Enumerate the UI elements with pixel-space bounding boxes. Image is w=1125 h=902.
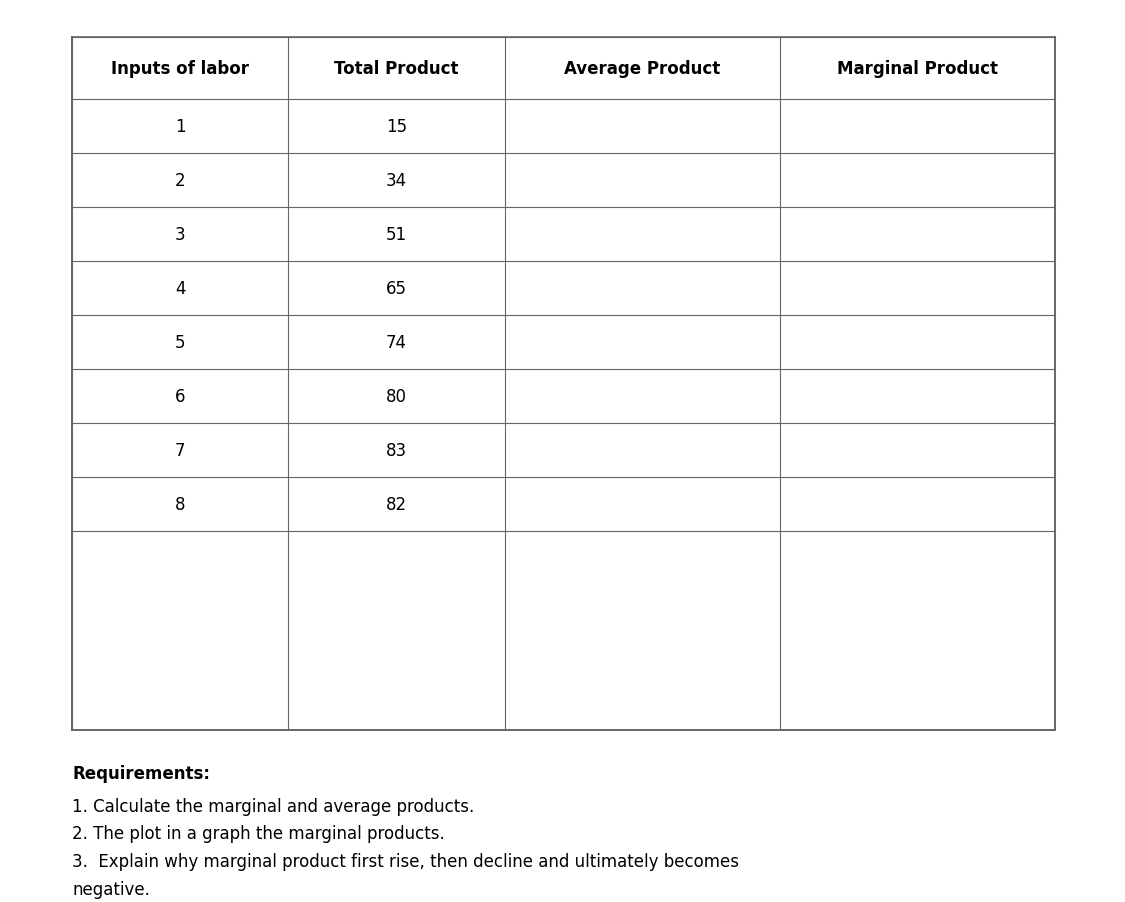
- Text: Requirements:: Requirements:: [72, 764, 210, 782]
- Text: 51: 51: [386, 226, 407, 244]
- Bar: [72, 38, 1055, 731]
- Text: 1: 1: [174, 118, 186, 136]
- Text: 15: 15: [386, 118, 407, 136]
- Text: 1. Calculate the marginal and average products.: 1. Calculate the marginal and average pr…: [72, 797, 475, 815]
- Text: 2: 2: [174, 171, 186, 189]
- Text: 74: 74: [386, 334, 407, 352]
- Text: 2. The plot in a graph the marginal products.: 2. The plot in a graph the marginal prod…: [72, 824, 444, 842]
- Text: 34: 34: [386, 171, 407, 189]
- Text: 3.  Explain why marginal product first rise, then decline and ultimately becomes: 3. Explain why marginal product first ri…: [72, 852, 739, 870]
- Text: 5: 5: [174, 334, 186, 352]
- Text: 7: 7: [174, 441, 186, 459]
- Text: 8: 8: [174, 495, 186, 513]
- Text: 80: 80: [386, 388, 407, 406]
- Text: 4: 4: [174, 280, 186, 298]
- Text: Marginal Product: Marginal Product: [837, 60, 998, 78]
- Text: Average Product: Average Product: [564, 60, 720, 78]
- Text: 3: 3: [174, 226, 186, 244]
- Text: 65: 65: [386, 280, 407, 298]
- Text: Inputs of labor: Inputs of labor: [111, 60, 249, 78]
- Text: negative.: negative.: [72, 880, 150, 898]
- Text: Total Product: Total Product: [334, 60, 459, 78]
- Text: 83: 83: [386, 441, 407, 459]
- Text: 82: 82: [386, 495, 407, 513]
- Text: 6: 6: [174, 388, 186, 406]
